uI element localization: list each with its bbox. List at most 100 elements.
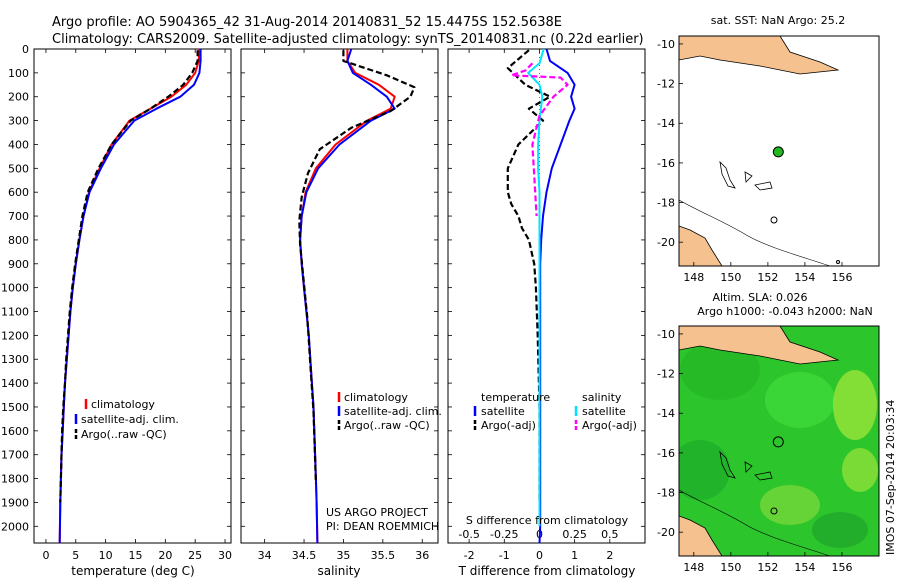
depth-tick-label: 400	[8, 138, 29, 151]
sst-map-features	[679, 36, 840, 266]
legend-label-argo: Argo(..raw -QC)	[81, 428, 167, 441]
lat-tick-label: -12	[657, 368, 675, 381]
lat-tick-label: -10	[657, 38, 675, 51]
difference-lines	[506, 49, 576, 543]
x2-tick-label: -0.5	[458, 528, 479, 541]
land-new-guinea	[679, 326, 840, 365]
x-tick-label: 35	[336, 549, 350, 562]
sst-map-lat-axis: -10 -12 -14 -16 -18 -20	[657, 38, 683, 249]
depth-tick-label: 1400	[1, 377, 29, 390]
x-tick-label: 1	[571, 549, 578, 562]
depth-tick-label: 0	[22, 43, 29, 56]
temperature-axes-frame	[33, 48, 232, 544]
depth-tick-label: 200	[8, 91, 29, 104]
lat-tick-label: -14	[657, 117, 675, 130]
lon-tick-label: 154	[794, 271, 815, 284]
depth-tick-label: 900	[8, 258, 29, 271]
x-tick-label: 25	[188, 549, 202, 562]
sla-high-patch-4	[760, 485, 820, 525]
legend-title-salinity: salinity	[582, 391, 622, 404]
legend-label-climatology: climatology	[344, 391, 408, 404]
x-tick-label: -2	[464, 549, 475, 562]
temperature-x-label: temperature (deg C)	[71, 564, 194, 578]
x-tick-label: -1	[499, 549, 510, 562]
depth-tick-label: 600	[8, 186, 29, 199]
depth-tick-label: 1300	[1, 353, 29, 366]
sla-high-patch	[765, 372, 835, 428]
depth-tick-label: 1500	[1, 401, 29, 414]
lat-tick-label: -16	[657, 157, 675, 170]
imos-timestamp: IMOS 07-Sep-2014 20:03:34	[884, 400, 897, 555]
legend-label-climatology: climatology	[91, 398, 155, 411]
depth-tick-label: 1700	[1, 449, 29, 462]
legend-label-sal-satellite: satellite	[582, 405, 626, 418]
bathymetry-contour	[679, 199, 831, 266]
sst-map-frame	[678, 35, 880, 267]
salinity-x-axis: 34 34.5 35 35.5 36	[241, 48, 438, 562]
x-tick-label: 0	[42, 549, 49, 562]
depth-tick-label: 1000	[1, 282, 29, 295]
depth-tick-label: 1900	[1, 496, 29, 509]
bathymetry-contour	[679, 489, 831, 556]
depth-tick-label: 1600	[1, 425, 29, 438]
lon-tick-label: 148	[683, 561, 704, 574]
legend-label-temp-satellite: satellite	[481, 405, 525, 418]
difference-panel: -2 -1 0 1 2-0.5 -0.25 0 0.25 0.5 T difference fr…	[447, 48, 646, 578]
lat-tick-label: -12	[657, 78, 675, 91]
small-island-2	[836, 260, 840, 264]
depth-tick-label: 1800	[1, 473, 29, 486]
difference-legend: temperature salinity satellite Argo(-adj…	[473, 391, 637, 432]
series-line-temperature-argo-adj-	[506, 49, 552, 503]
x-tick-label: 36	[415, 549, 429, 562]
land-new-guinea	[679, 36, 840, 75]
sst-map-title: sat. SST: NaN Argo: 25.2	[711, 14, 845, 27]
sla-map: Altim. SLA: 0.026 Argo h1000: -0.043 h20…	[657, 291, 880, 574]
sla-map-features	[679, 326, 879, 556]
lon-tick-label: 152	[757, 271, 778, 284]
legend-label-temp-argo: Argo(-adj)	[481, 419, 536, 432]
depth-tick-label: 300	[8, 115, 29, 128]
lat-tick-label: -14	[657, 407, 675, 420]
sla-map-lat-axis: -10 -12 -14 -16 -18 -20	[657, 328, 683, 539]
difference-x-label: T difference from climatology	[458, 564, 636, 578]
x-tick-label: 34	[258, 549, 272, 562]
lon-tick-label: 152	[757, 561, 778, 574]
lat-tick-label: -20	[657, 526, 675, 539]
x2-tick-label: 0.25	[562, 528, 587, 541]
argo-float-marker	[772, 146, 784, 158]
lat-tick-label: -18	[657, 487, 675, 500]
x-tick-label: 0	[536, 549, 543, 562]
legend-label-satellite: satellite-adj. clim.	[344, 405, 442, 418]
lon-tick-label: 150	[720, 561, 741, 574]
x2-tick-label: 0.5	[601, 528, 619, 541]
sla-high-patch-3	[842, 448, 878, 492]
depth-tick-label: 100	[8, 67, 29, 80]
temperature-legend: climatology satellite-adj. clim. Argo(..…	[74, 398, 179, 441]
legend-label-satellite: satellite-adj. clim.	[81, 413, 179, 426]
salinity-lines	[298, 49, 416, 543]
x2-tick-label: -0.25	[490, 528, 518, 541]
depth-tick-label: 500	[8, 162, 29, 175]
sla-map-lon-axis: 148 150 152 154 156	[683, 552, 852, 574]
lat-tick-label: -20	[657, 236, 675, 249]
legend-title-temperature: temperature	[481, 391, 550, 404]
lon-tick-label: 156	[831, 271, 852, 284]
lat-tick-label: -18	[657, 197, 675, 210]
temperature-panel: 0100200300400500600700800900100011001200…	[1, 43, 232, 578]
land-australia	[679, 515, 723, 556]
x-tick-label: 30	[218, 549, 232, 562]
difference-axes-frame	[447, 48, 646, 544]
x-tick-label: 2	[606, 549, 613, 562]
reef-islands	[719, 450, 736, 479]
project-label: US ARGO PROJECT	[326, 506, 428, 519]
sla-high-patch-2	[833, 370, 877, 440]
x-tick-label: 15	[128, 549, 142, 562]
series-line-argo-raw-qc-	[59, 50, 199, 503]
sla-map-title: Altim. SLA: 0.026	[712, 291, 807, 304]
figure-title: Argo profile: AO 5904365_42 31-Aug-2014 …	[52, 15, 562, 30]
reef-islands-2	[744, 171, 773, 191]
lon-tick-label: 156	[831, 561, 852, 574]
sst-map-lon-axis: 148 150 152 154 156	[683, 262, 852, 284]
sla-map-frame	[678, 325, 880, 557]
series-line-salinity-argo-adj-	[510, 62, 569, 217]
